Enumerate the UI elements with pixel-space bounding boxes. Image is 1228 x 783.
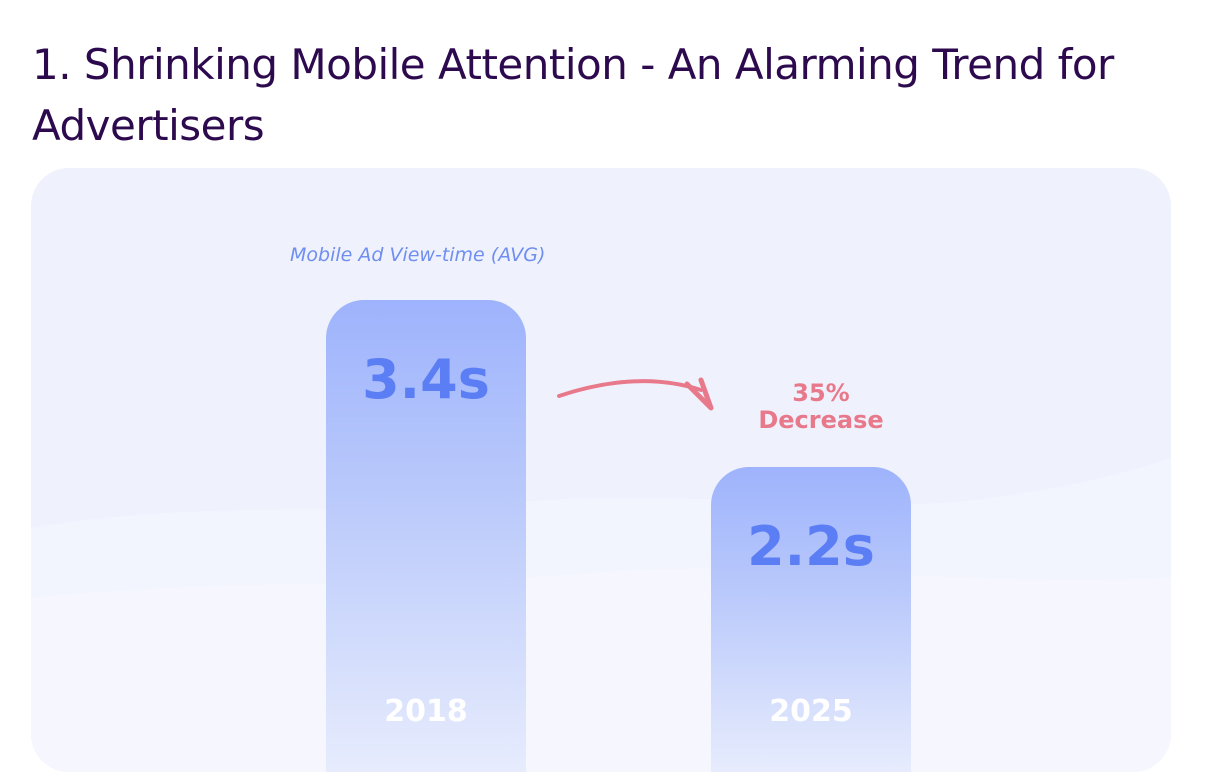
category-label: 2025 [769,694,853,729]
background-wave [31,458,1171,772]
decrease-annotation: 35% Decrease [721,380,921,434]
annotation-percent: 35% [792,379,850,407]
category-label: 2018 [384,694,468,729]
chart-card: Mobile Ad View-time (AVG) 3.4s 2018 2.2s… [31,168,1171,772]
bar-2018: 3.4s 2018 [326,300,526,772]
chart-subtitle: Mobile Ad View-time (AVG) [290,244,546,266]
bar-value-label: 2.2s [747,515,875,578]
bar-value-label: 3.4s [362,348,490,411]
curved-arrow-icon [557,377,714,411]
annotation-text: Decrease [758,406,884,434]
bar-2025: 2.2s 2025 [711,467,911,772]
page-title: 1. Shrinking Mobile Attention - An Alarm… [32,40,1114,150]
